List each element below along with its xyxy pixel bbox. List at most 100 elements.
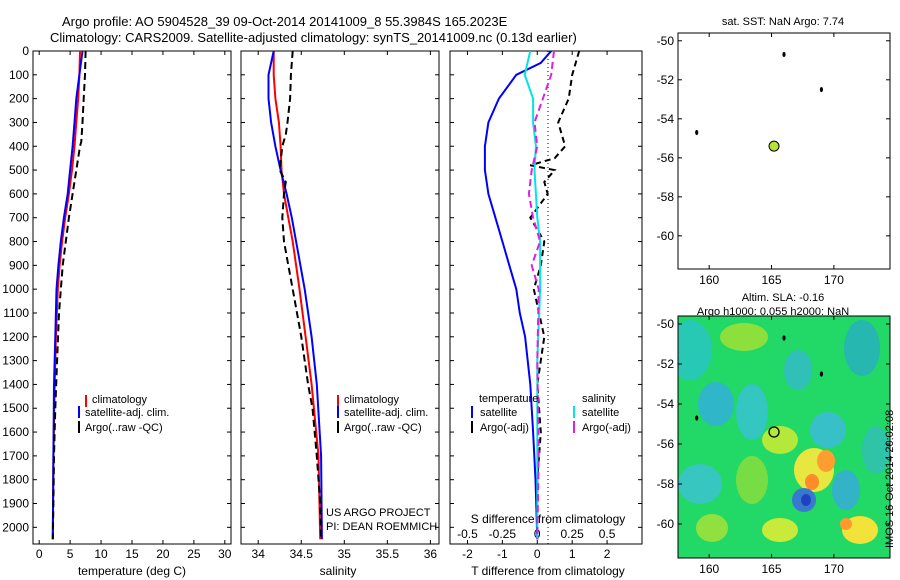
y-tick-label: 1400 xyxy=(2,377,29,391)
y-tick-label: -58 xyxy=(657,477,675,491)
y-tick-label: 600 xyxy=(9,187,29,201)
island-mark xyxy=(782,335,786,341)
legend-temperature-heading: temperature xyxy=(479,393,538,405)
x-tick-label: 160 xyxy=(699,273,719,287)
y-tick-label: -60 xyxy=(657,229,675,243)
y-tick-label: -56 xyxy=(657,151,675,165)
x2-tick-label: -0.25 xyxy=(489,527,517,541)
island-mark xyxy=(819,86,824,93)
x-tick-label: 34.5 xyxy=(290,547,314,561)
sla-map-title-1: Altim. SLA: -0.16 xyxy=(742,292,825,304)
salinity-panel: 34 34.5 35 35.5 36 salinity climatology sate… xyxy=(240,50,440,578)
y-tick-label: 1800 xyxy=(2,473,29,487)
difference-legend: temperature satellite Argo(-adj) salinit… xyxy=(471,393,631,434)
island-mark xyxy=(695,415,699,421)
series-line xyxy=(527,51,555,540)
header-line-2: Climatology: CARS2009. Satellite-adjuste… xyxy=(50,30,577,45)
x-tick-label: 34 xyxy=(252,547,266,561)
x-tick-label: 35.5 xyxy=(376,547,400,561)
salinity-legend-climatology: climatology xyxy=(344,394,400,406)
temperature-legend: climatology satellite-adj. clim. Argo(..… xyxy=(78,394,169,434)
y-tick-label: -52 xyxy=(657,357,675,371)
y-tick-label: -50 xyxy=(657,34,675,48)
y-tick-label: 500 xyxy=(9,163,29,177)
x-tick-label: 0 xyxy=(534,547,541,561)
island-mark xyxy=(819,371,824,377)
profile-location-marker xyxy=(768,140,780,152)
x-tick-label: 165 xyxy=(762,562,782,576)
x2-tick-label: 0.5 xyxy=(599,527,616,541)
x-tick-label: 160 xyxy=(699,562,719,576)
sla-heatmap xyxy=(678,316,890,558)
salinity-legend: climatology satellite-adj. clim. Argo(..… xyxy=(337,394,428,434)
series-line xyxy=(278,51,323,540)
y-tick-label: 1700 xyxy=(2,449,29,463)
island-mark xyxy=(695,129,699,136)
island-mark xyxy=(782,51,786,58)
x-tick-label: -2 xyxy=(462,547,473,561)
series-line xyxy=(51,51,84,540)
y-tick-label: 2000 xyxy=(2,520,29,534)
series-line xyxy=(267,51,323,540)
temperature-legend-climatology: climatology xyxy=(92,394,148,406)
y-tick-label: -50 xyxy=(657,317,675,331)
y-tick-label: 1000 xyxy=(2,282,29,296)
x-tick-label: 35 xyxy=(338,547,352,561)
x-tick-label: 165 xyxy=(762,273,782,287)
series-line xyxy=(529,51,581,540)
temperature-legend-argo: Argo(..raw -QC) xyxy=(85,422,163,434)
x-tick-label: 170 xyxy=(824,273,844,287)
timestamp-stamp: IMOS 16-Oct-2014 20:02:08 xyxy=(884,410,896,548)
legend-temperature-argo: Argo(-adj) xyxy=(480,422,529,434)
series-line xyxy=(51,51,87,540)
y-tick-label: 1100 xyxy=(3,306,29,320)
sla-map-panel: Altim. SLA: -0.16 Argo h1000: 0.055 h200… xyxy=(657,292,891,576)
y-tick-label: 300 xyxy=(9,115,29,129)
y-tick-label: -52 xyxy=(657,73,675,87)
sla-map-frame xyxy=(677,315,891,559)
y-tick-label: 200 xyxy=(9,92,29,106)
salinity-plot-frame xyxy=(240,50,440,545)
x-tick-label: 20 xyxy=(156,547,170,561)
difference-x2label: S difference from climatology xyxy=(471,512,626,526)
y-tick-label: -58 xyxy=(657,190,675,204)
salinity-legend-satellite: satellite-adj. clim. xyxy=(344,407,428,419)
y-tick-label: -54 xyxy=(657,112,675,126)
x-tick-label: 15 xyxy=(125,547,139,561)
difference-xlabel: T difference from climatology xyxy=(471,564,625,578)
salinity-xlabel: salinity xyxy=(320,564,357,578)
series-line xyxy=(523,51,542,540)
temperature-legend-satellite: satellite-adj. clim. xyxy=(85,407,169,419)
y-tick-label: 700 xyxy=(9,211,29,225)
y-tick-label: 400 xyxy=(9,139,29,153)
y-tick-label: 900 xyxy=(9,258,29,272)
y-tick-label: 1600 xyxy=(2,425,29,439)
x-tick-label: 0 xyxy=(36,547,43,561)
sla-map-title-2: Argo h1000: 0.055 h2000: NaN xyxy=(697,306,849,318)
x-tick-label: 30 xyxy=(218,547,232,561)
legend-salinity-satellite: satellite xyxy=(582,407,619,419)
y-tick-label: 0 xyxy=(22,44,29,58)
y-tick-label: 100 xyxy=(9,68,29,82)
y-tick-label: 1200 xyxy=(2,330,29,344)
x-tick-label: 5 xyxy=(67,547,74,561)
y-tick-label: 1300 xyxy=(2,354,29,368)
series-line xyxy=(272,51,322,540)
sst-map-title: sat. SST: NaN Argo: 7.74 xyxy=(722,16,844,28)
header-line-1: Argo profile: AO 5904528_39 09-Oct-2014 … xyxy=(62,14,508,29)
sst-map-panel: sat. SST: NaN Argo: 7.74 160 165 170 -50 -52… xyxy=(657,16,891,287)
x2-tick-label: -0.5 xyxy=(457,527,478,541)
x-tick-label: 10 xyxy=(94,547,108,561)
profile-location-marker xyxy=(768,426,780,438)
legend-salinity-argo: Argo(-adj) xyxy=(582,422,631,434)
x-tick-label: 25 xyxy=(187,547,201,561)
x-tick-label: 2 xyxy=(604,547,611,561)
salinity-legend-argo: Argo(..raw -QC) xyxy=(344,422,422,434)
y-tick-label: -56 xyxy=(657,437,675,451)
legend-temperature-satellite: satellite xyxy=(480,407,517,419)
difference-plot-frame xyxy=(449,50,643,545)
legend-salinity-heading: salinity xyxy=(582,393,616,405)
credit-project: US ARGO PROJECT xyxy=(326,507,431,519)
x-tick-label: 170 xyxy=(824,562,844,576)
